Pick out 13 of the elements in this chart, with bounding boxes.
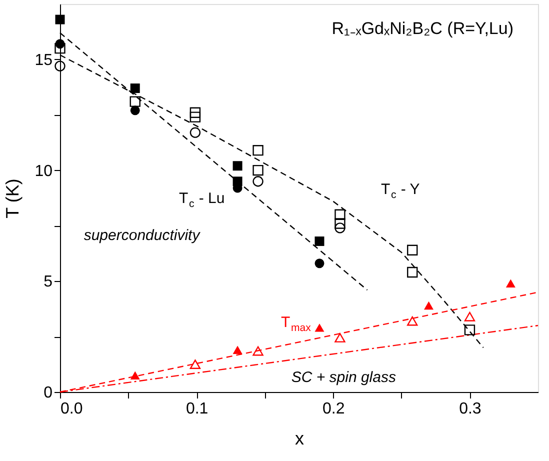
- x-tick-label: 0.1: [186, 400, 208, 418]
- y-tick-label: 5: [44, 274, 53, 291]
- annotation: R₁₋ₓGdₓNi₂B₂C (R=Y,Lu): [332, 19, 514, 38]
- y-tick-label: 10: [34, 162, 53, 180]
- y-tick-label: 15: [34, 52, 53, 69]
- annotation: superconductivity: [84, 227, 202, 244]
- x-axis-title: x: [295, 428, 304, 448]
- y-axis-title: T (K): [2, 178, 23, 218]
- x-tick-label: 0.2: [322, 400, 345, 418]
- annotation: SC + spin glass: [291, 369, 396, 386]
- y-tick-label: 0: [44, 384, 53, 402]
- x-tick-label: 0.0: [60, 400, 83, 418]
- x-tick-label: 0.3: [459, 400, 482, 418]
